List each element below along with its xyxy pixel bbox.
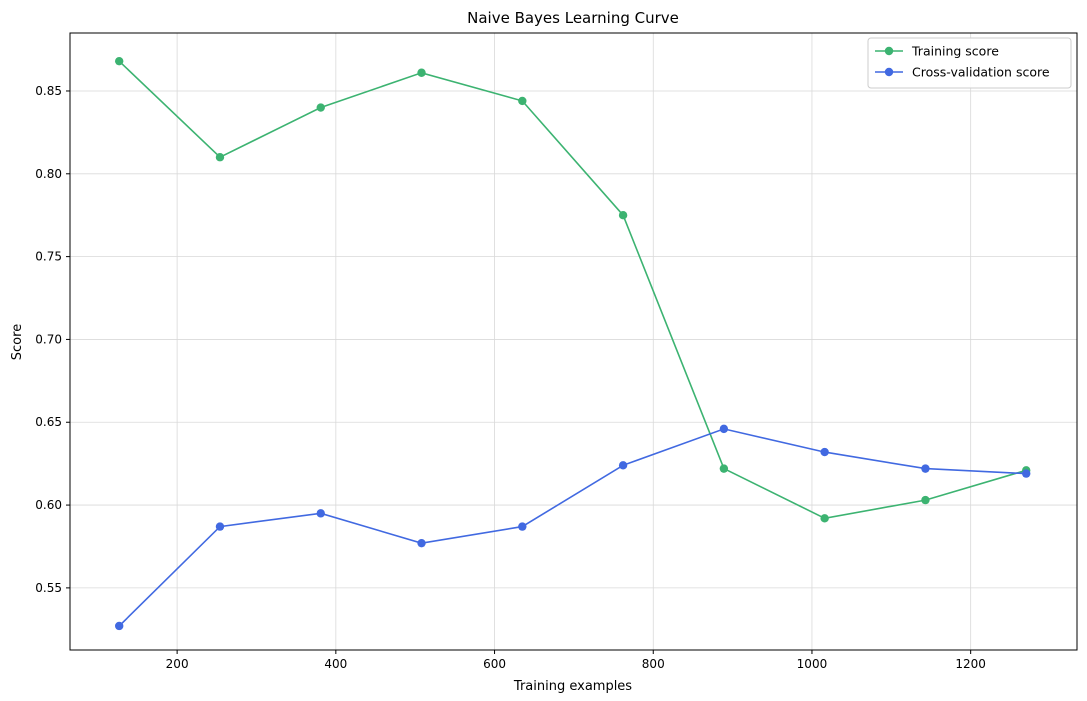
cv-point bbox=[114, 621, 124, 631]
training-point bbox=[114, 56, 124, 66]
y-axis-ticks: 0.55 0.60 0.65 0.70 0.75 0.80 0.85 bbox=[35, 84, 70, 595]
y-tick-label: 0.85 bbox=[35, 84, 62, 98]
training-point bbox=[719, 464, 729, 473]
cv-point bbox=[719, 424, 729, 434]
training-point bbox=[215, 153, 225, 162]
cv-series-line bbox=[118, 428, 1027, 627]
x-tick-label: 400 bbox=[324, 657, 347, 671]
plot-series bbox=[114, 56, 1031, 631]
y-axis-label: Score bbox=[10, 324, 25, 360]
legend-marker-cv bbox=[884, 67, 894, 77]
cv-point bbox=[215, 522, 225, 531]
y-tick-label: 0.70 bbox=[35, 332, 62, 346]
chart-title: Naive Bayes Learning Curve bbox=[467, 9, 679, 27]
training-point bbox=[417, 68, 426, 77]
training-point bbox=[820, 514, 829, 523]
y-tick-label: 0.55 bbox=[35, 581, 62, 595]
x-tick-label: 600 bbox=[483, 657, 506, 671]
training-series-line bbox=[118, 60, 1027, 520]
legend-box bbox=[867, 37, 1072, 89]
y-tick-label: 0.60 bbox=[35, 498, 62, 512]
cv-point bbox=[1022, 469, 1031, 478]
cv-point bbox=[921, 464, 930, 473]
legend-marker-training bbox=[884, 46, 894, 56]
cv-point bbox=[417, 538, 426, 548]
x-tick-label: 1200 bbox=[955, 657, 986, 671]
cv-point bbox=[820, 447, 829, 457]
plot-frame bbox=[69, 32, 1078, 651]
legend-label-cv: Cross-validation score bbox=[912, 65, 1050, 80]
y-tick-label: 0.65 bbox=[35, 415, 62, 429]
training-point bbox=[921, 495, 930, 505]
x-axis-label: Training examples bbox=[513, 679, 632, 694]
training-point bbox=[518, 96, 527, 106]
cv-point bbox=[518, 522, 527, 531]
cv-point bbox=[618, 461, 628, 470]
y-tick-label: 0.75 bbox=[35, 250, 62, 264]
x-axis-ticks: 200 400 600 800 1000 1200 bbox=[166, 650, 986, 671]
training-point bbox=[316, 103, 325, 112]
y-tick-label: 0.80 bbox=[35, 167, 62, 181]
x-tick-label: 800 bbox=[642, 657, 665, 671]
cv-point bbox=[316, 509, 325, 518]
legend: Training score Cross-validation score bbox=[867, 37, 1072, 89]
x-tick-label: 1000 bbox=[797, 657, 828, 671]
legend-label-training: Training score bbox=[911, 44, 999, 59]
training-point bbox=[618, 211, 628, 220]
x-tick-label: 200 bbox=[166, 657, 189, 671]
grid-lines bbox=[70, 33, 1077, 650]
